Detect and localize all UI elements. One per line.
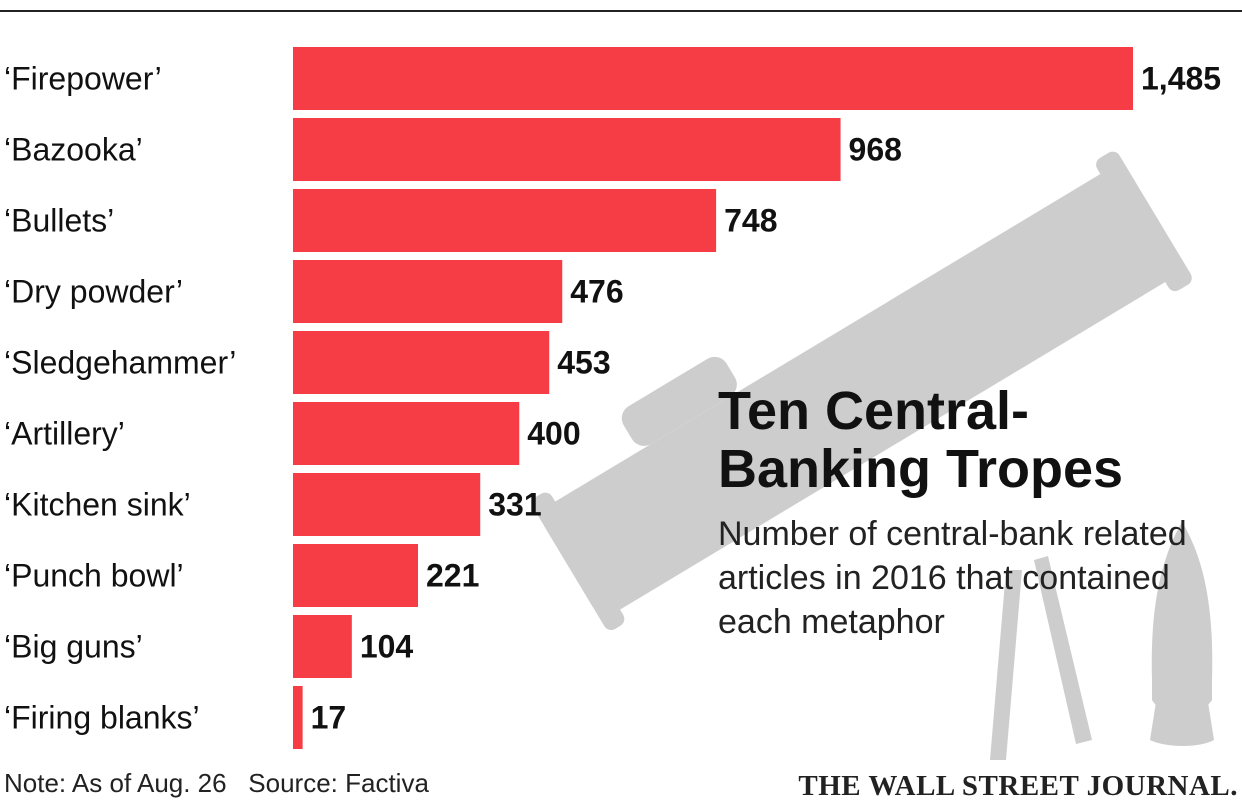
- tripod-leg-left-icon: [990, 570, 1022, 760]
- category-label: ‘Punch bowl’: [4, 558, 184, 594]
- wsj-logo: THE WALL STREET JOURNAL.: [798, 770, 1238, 802]
- value-label: 968: [849, 132, 902, 168]
- footer-note: Note: As of Aug. 26 Source: Factiva: [4, 768, 429, 799]
- top-rule: [0, 10, 1242, 12]
- value-label: 476: [570, 274, 623, 310]
- title-block: Ten Central-Banking Tropes Number of cen…: [718, 382, 1238, 644]
- shell-icon: [1151, 522, 1213, 716]
- category-label: ‘Firepower’: [4, 61, 162, 97]
- category-label: ‘Sledgehammer’: [4, 345, 236, 381]
- bazooka-tube-icon: [532, 151, 1192, 630]
- category-label: ‘Artillery’: [4, 416, 125, 452]
- chart-title: Ten Central-Banking Tropes: [718, 381, 1124, 499]
- chart-subtitle: Number of central-bank related articles …: [718, 515, 1187, 641]
- value-label: 400: [527, 416, 580, 452]
- value-label: 17: [311, 700, 347, 736]
- source-text: Source: Factiva: [248, 768, 429, 798]
- value-label: 331: [488, 487, 541, 523]
- bar: [293, 615, 352, 678]
- bar: [293, 473, 481, 536]
- value-label: 748: [724, 203, 777, 239]
- category-label: ‘Firing blanks’: [4, 700, 200, 736]
- category-label: ‘Dry powder’: [4, 274, 183, 310]
- bar: [293, 189, 717, 252]
- category-label: ‘Big guns’: [4, 629, 143, 665]
- category-label: ‘Bullets’: [4, 203, 114, 239]
- bar: [293, 544, 419, 607]
- bar: [293, 260, 563, 323]
- category-label: ‘Bazooka’: [4, 132, 143, 168]
- bar: [293, 402, 520, 465]
- value-label: 453: [557, 345, 610, 381]
- value-label: 104: [360, 629, 414, 665]
- bar: [293, 47, 1133, 110]
- bar: [293, 331, 550, 394]
- bar: [293, 118, 841, 181]
- tripod-leg-right-icon: [1034, 556, 1092, 744]
- bar: [293, 686, 303, 749]
- category-label: ‘Kitchen sink’: [4, 487, 191, 523]
- value-label: 221: [426, 558, 479, 594]
- note-text: Note: As of Aug. 26: [4, 768, 227, 798]
- value-label: 1,485: [1141, 61, 1221, 97]
